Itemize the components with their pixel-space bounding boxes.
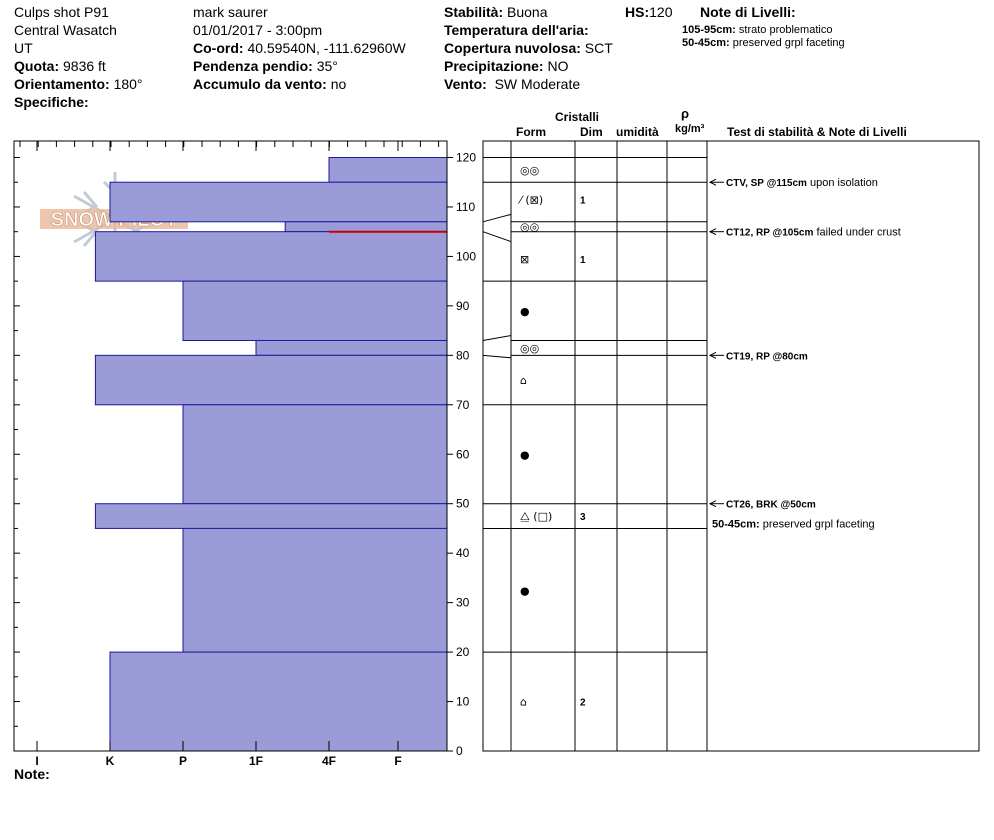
layer-connector: [482, 354, 512, 359]
grain-size: 2: [580, 698, 586, 709]
test-arrow-head: [708, 228, 717, 236]
depth-label: 20: [456, 645, 470, 659]
grain-form-symbol: ⊠: [520, 253, 529, 266]
tests-header: Test di stabilità & Note di Livelli: [727, 125, 907, 139]
depth-label: 100: [456, 249, 476, 263]
profile-frame: [13, 140, 448, 752]
density-symbol: ρ: [681, 106, 690, 121]
grain-form-symbol: ◎◎: [520, 164, 539, 177]
grain-size: 3: [580, 512, 586, 523]
aspect: Orientamento: 180°: [14, 76, 143, 92]
grain-form-symbol: ◎◎: [520, 221, 539, 234]
stability: Stabilità: Buona: [444, 4, 548, 20]
grain-form-symbol: ●: [520, 584, 530, 597]
moisture-header: umidità: [616, 125, 659, 139]
depth-label: 60: [456, 447, 470, 461]
layer-table-frame: [482, 140, 980, 752]
test-arrow-head: [708, 178, 717, 186]
hardness-bar: [328, 157, 448, 183]
air-temperature: Temperatura dell'aria:: [444, 22, 589, 38]
grain-form-symbol: ◎◎: [520, 342, 539, 355]
depth-label: 80: [456, 348, 470, 362]
stability-test-label: CT26, BRK @50cm: [726, 500, 816, 511]
depth-label: 30: [456, 596, 470, 610]
elevation: Quota: 9836 ft: [14, 58, 106, 74]
hardness-bar: [94, 354, 448, 406]
hardness-bar: [109, 181, 448, 223]
grain-form-symbol: ⁄ (⊠): [517, 194, 543, 207]
layer-connector: [482, 231, 512, 243]
stability-test-label: CTV, SP @115cm upon isolation: [726, 177, 878, 189]
grain-form-symbol: ⧋ (□): [520, 510, 552, 523]
depth-label: 90: [456, 299, 470, 313]
hardness-label: F: [394, 754, 401, 768]
grain-size: 1: [580, 196, 586, 207]
layer-notes-title: Note di Livelli:: [700, 4, 796, 20]
dim-header: Dim: [580, 125, 603, 139]
density-unit: kg/m³: [675, 123, 705, 135]
site-name: Culps shot P91: [14, 4, 109, 20]
layer-connector: [482, 335, 512, 341]
hardness-bar: [94, 503, 448, 529]
datetime: 01/01/2017 - 3:00pm: [193, 22, 323, 38]
test-arrow-head: [708, 351, 717, 359]
observer: mark saurer: [193, 4, 268, 20]
column-note: 50-45cm: preserved grpl faceting: [712, 518, 875, 530]
grain-form-symbol: ⌂: [520, 696, 527, 709]
hardness-bar: [182, 404, 448, 505]
range-name: Central Wasatch: [14, 22, 117, 38]
hardness-bar: [284, 221, 448, 233]
grain-form-symbol: ⌂: [520, 374, 527, 387]
depth-label: 50: [456, 497, 470, 511]
hardness-bar: [182, 280, 448, 341]
snow-height: HS:120: [625, 4, 673, 20]
hardness-label: I: [35, 754, 38, 768]
depth-label: 110: [456, 200, 475, 214]
depth-label: 0: [456, 744, 463, 758]
coordinates: Co-ord: 40.59540N, -111.62960W: [193, 40, 406, 56]
hardness-label: 4F: [322, 754, 336, 768]
hardness-label: P: [179, 754, 187, 768]
hardness-bar: [94, 231, 448, 282]
wind: Vento: SW Moderate: [444, 76, 581, 92]
cloud-cover: Copertura nuvolosa: SCT: [444, 40, 613, 56]
slope-angle: Pendenza pendio: 35°: [193, 58, 338, 74]
specifics: Specifiche:: [14, 94, 89, 110]
depth-label: 10: [456, 695, 470, 709]
layer-connector: [482, 213, 512, 223]
precipitation: Precipitazione: NO: [444, 58, 569, 74]
crystals-header: Cristalli: [555, 110, 600, 124]
grain-form-symbol: ●: [520, 448, 530, 461]
grain-size: 1: [580, 255, 586, 266]
hardness-bar: [255, 339, 448, 356]
layer-note: 50-45cm: preserved grpl faceting: [682, 37, 845, 49]
stability-test-label: CT19, RP @80cm: [726, 351, 808, 362]
grain-form-symbol: ●: [520, 305, 530, 318]
depth-label: 70: [456, 398, 470, 412]
depth-label: 120: [456, 151, 476, 165]
notes-label: Note:: [14, 766, 50, 782]
wind-loading: Accumulo da vento: no: [193, 76, 347, 92]
test-arrow-head: [708, 500, 717, 508]
depth-label: 40: [456, 546, 470, 560]
form-header: Form: [516, 125, 546, 139]
hardness-label: 1F: [249, 754, 263, 768]
stability-test-label: CT12, RP @105cm failed under crust: [726, 227, 901, 239]
layer-note: 105-95cm: strato problematico: [682, 24, 833, 36]
hardness-label: K: [106, 754, 115, 768]
hardness-bar: [109, 651, 448, 752]
state-name: UT: [14, 40, 33, 56]
hardness-bar: [182, 527, 448, 653]
